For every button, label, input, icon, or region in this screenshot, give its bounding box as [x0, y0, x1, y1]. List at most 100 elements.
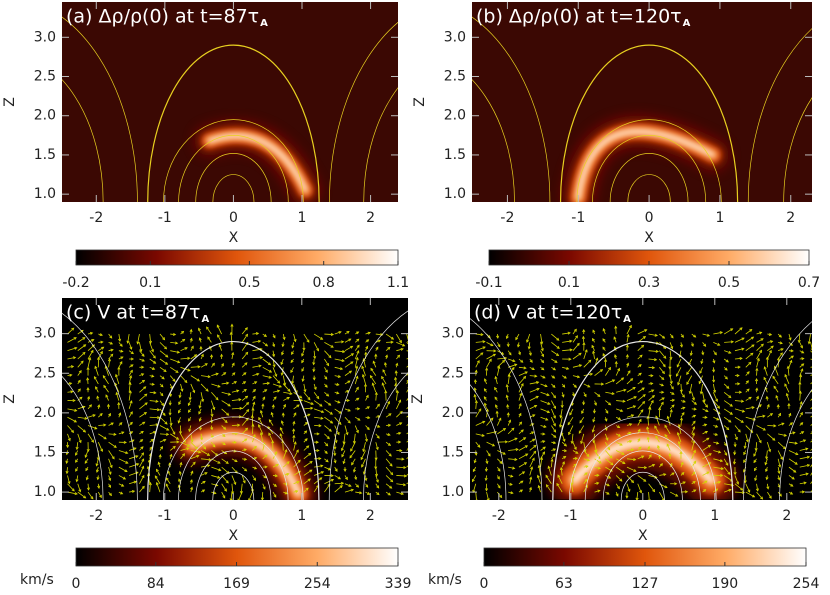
- velocity-arrow: [605, 367, 611, 376]
- velocity-arrow-head: [129, 375, 133, 379]
- velocity-arrow: [788, 466, 797, 473]
- velocity-arrow-head: [701, 352, 705, 356]
- velocity-arrow-head: [768, 332, 773, 336]
- velocity-arrow: [798, 334, 801, 343]
- velocity-arrow-head: [119, 422, 123, 426]
- velocity-arrow: [262, 483, 266, 490]
- velocity-arrow-head: [632, 386, 636, 390]
- velocity-arrow: [313, 485, 319, 493]
- velocity-arrow-head: [210, 413, 214, 418]
- velocity-arrow-head: [198, 411, 202, 415]
- velocity-arrow-head: [535, 395, 539, 399]
- velocity-arrow: [615, 441, 623, 446]
- velocity-arrow-head: [220, 353, 224, 357]
- velocity-arrow-head: [192, 389, 196, 394]
- panel-title-subscript: A: [623, 314, 631, 325]
- field-line: [627, 174, 671, 202]
- velocity-arrow-head: [813, 477, 815, 479]
- velocity-arrow-head: [733, 472, 737, 476]
- velocity-arrow-head: [107, 358, 111, 362]
- field-line: [470, 384, 507, 500]
- velocity-arrow-head: [243, 457, 248, 461]
- velocity-arrow-head: [654, 425, 658, 429]
- velocity-arrow-head: [328, 355, 332, 359]
- velocity-arrow-head: [540, 348, 544, 352]
- velocity-arrow-head: [280, 361, 284, 366]
- velocity-arrow-head: [563, 449, 568, 453]
- velocity-arrow-head: [161, 376, 165, 380]
- velocity-arrow-head: [748, 361, 752, 365]
- velocity-arrow: [406, 397, 408, 401]
- velocity-arrow-head: [592, 410, 596, 414]
- velocity-arrow-head: [213, 491, 217, 495]
- velocity-arrow-head: [130, 431, 134, 435]
- velocity-arrow: [211, 466, 221, 471]
- velocity-arrow: [221, 466, 230, 474]
- velocity-arrow-head: [496, 335, 500, 339]
- velocity-arrow: [115, 374, 120, 385]
- velocity-arrow-head: [515, 337, 519, 341]
- velocity-arrow: [170, 358, 180, 363]
- velocity-arrow: [252, 373, 259, 377]
- velocity-arrow-head: [494, 396, 498, 400]
- velocity-arrow-head: [78, 489, 82, 493]
- velocity-arrow-head: [727, 471, 731, 476]
- velocity-arrow-head: [190, 470, 194, 474]
- velocity-arrow: [200, 441, 206, 450]
- velocity-arrow-head: [813, 379, 815, 381]
- velocity-arrow-head: [129, 421, 133, 425]
- velocity-arrow-head: [401, 457, 405, 461]
- velocity-arrow: [659, 333, 665, 339]
- velocity-arrow-head: [676, 364, 680, 368]
- velocity-arrow-head: [263, 475, 267, 479]
- velocity-arrow-head: [688, 390, 692, 395]
- velocity-arrow: [680, 383, 682, 393]
- velocity-arrow-head: [681, 471, 685, 476]
- velocity-arrow: [169, 425, 176, 435]
- velocity-arrow-head: [552, 441, 557, 445]
- velocity-arrow-head: [484, 468, 488, 472]
- velocity-arrow-head: [131, 489, 136, 494]
- velocity-arrow: [67, 365, 74, 368]
- velocity-arrow: [764, 458, 768, 465]
- velocity-arrow-head: [801, 490, 806, 494]
- velocity-arrow-head: [164, 346, 168, 350]
- velocity-arrow: [475, 492, 477, 500]
- velocity-arrow: [637, 394, 646, 401]
- velocity-arrow-head: [140, 439, 144, 443]
- field-line: [178, 432, 289, 500]
- velocity-arrow-head: [315, 440, 319, 444]
- velocity-arrow-head: [657, 444, 661, 449]
- velocity-arrow-head: [777, 470, 781, 475]
- velocity-arrow: [170, 433, 179, 440]
- velocity-arrow: [637, 475, 646, 482]
- velocity-arrow: [655, 435, 660, 443]
- velocity-arrow-head: [267, 362, 272, 366]
- velocity-arrow: [314, 465, 323, 468]
- velocity-arrow: [700, 383, 703, 394]
- velocity-arrow: [777, 352, 783, 360]
- velocity-arrow-head: [603, 358, 608, 362]
- velocity-arrow: [713, 400, 720, 409]
- field-line: [472, 16, 551, 202]
- velocity-arrow-head: [374, 466, 378, 470]
- velocity-arrow: [691, 450, 696, 459]
- velocity-arrow: [486, 431, 497, 435]
- velocity-arrow-head: [679, 417, 684, 421]
- velocity-arrow-head: [520, 480, 524, 484]
- velocity-arrow-head: [245, 395, 249, 399]
- velocity-arrow-head: [226, 412, 230, 416]
- velocity-arrow-head: [766, 486, 770, 490]
- velocity-arrow-head: [109, 335, 113, 339]
- velocity-arrow: [267, 426, 274, 435]
- velocity-arrow-head: [222, 433, 226, 437]
- velocity-arrow: [605, 391, 615, 395]
- velocity-arrow: [540, 416, 548, 421]
- velocity-arrow: [495, 376, 498, 385]
- velocity-arrow-head: [760, 338, 764, 342]
- velocity-arrow-head: [780, 348, 784, 352]
- velocity-arrow-head: [361, 373, 365, 378]
- colorbar-tick-label: -0.1: [475, 275, 502, 291]
- velocity-arrow-head: [372, 360, 376, 364]
- velocity-arrow-head: [628, 431, 632, 435]
